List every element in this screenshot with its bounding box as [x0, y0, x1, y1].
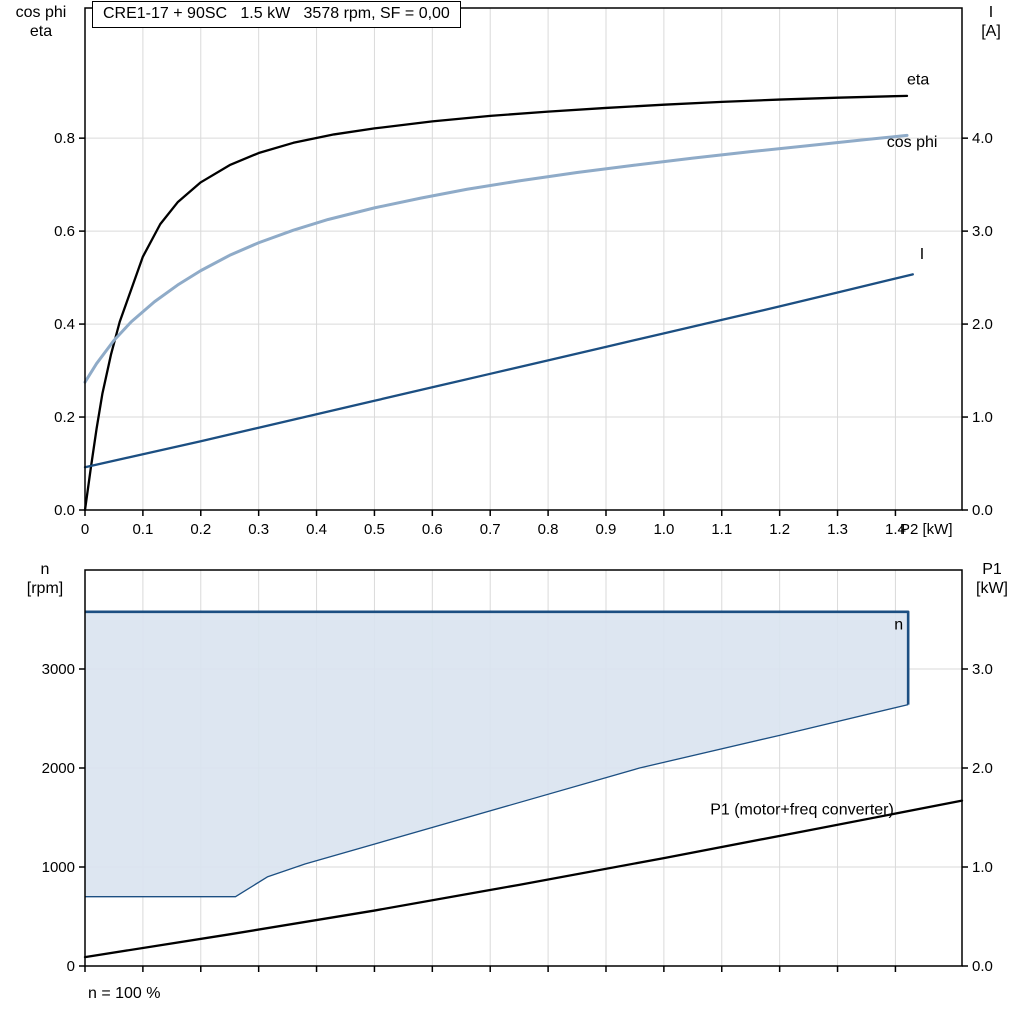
- eta-axis-label: eta: [29, 23, 53, 40]
- right-tick-label: 2.0: [972, 760, 993, 777]
- x-tick-label: 0.5: [364, 521, 385, 538]
- curve-label-cos-phi: cos phi: [887, 134, 938, 151]
- x-tick-label: 0.7: [480, 521, 501, 538]
- p1-axis-unit: [kW]: [976, 580, 1008, 597]
- x-tick-label: 0.4: [306, 521, 327, 538]
- right-tick-label: 4.0: [972, 130, 993, 147]
- curve-label-eta: eta: [907, 72, 929, 89]
- x-tick-label: 0.8: [538, 521, 559, 538]
- left-tick-label: 0: [67, 958, 75, 975]
- left-tick-label: 0.0: [54, 502, 75, 519]
- plot-frame: [84, 7, 963, 511]
- upper-chart: 0.0 0.2 0.4 0.6 0.8 0.0 1.0 2.0 3.0 4.0 0 0.1 0.2 0.3…: [54, 7, 993, 538]
- current-axis-unit: [A]: [981, 23, 1001, 40]
- x-tick-label: 1.2: [769, 521, 790, 538]
- x-tick-label: 0.3: [248, 521, 269, 538]
- right-tick-label: 0.0: [972, 958, 993, 975]
- upper-right-axis-label: I [A]: [964, 3, 1018, 41]
- series-i: [83, 273, 914, 469]
- speed-range-area: [85, 611, 909, 897]
- x-tick-label: 1.0: [653, 521, 674, 538]
- x-tick-label: 0.2: [190, 521, 211, 538]
- left-tick-label: 1000: [42, 859, 75, 876]
- speed-axis-unit: [rpm]: [26, 580, 64, 597]
- series-p1: [83, 799, 964, 959]
- curve-label-p1: P1 (motor+freq converter): [710, 802, 894, 819]
- cos-phi-axis-label: cos phi: [15, 4, 67, 21]
- left-tick-label: 0.2: [54, 409, 75, 426]
- lower-left-axis-label: n [rpm]: [6, 560, 84, 598]
- x-tick-label: 0.6: [422, 521, 443, 538]
- right-tick-label: 1.0: [972, 859, 993, 876]
- right-tick-label: 3.0: [972, 223, 993, 240]
- left-tick-label: 0.4: [54, 316, 75, 333]
- x-tick-label: 0: [81, 521, 89, 538]
- curve-label-i: I: [920, 246, 924, 263]
- x-tick-label: 1.1: [711, 521, 732, 538]
- x-tick-label: 1.3: [827, 521, 848, 538]
- speed-setting-note: n = 100 %: [88, 985, 161, 1002]
- x-axis-title: P2 [kW]: [900, 521, 953, 538]
- series-cos-phi: [83, 133, 909, 384]
- speed-max-line: [85, 610, 910, 705]
- speed-min-boundary: [85, 704, 909, 898]
- right-tick-label: 1.0: [972, 409, 993, 426]
- left-tick-label: 0.6: [54, 223, 75, 240]
- speed-axis-label: n: [40, 561, 50, 578]
- x-tick-label: 0.9: [596, 521, 617, 538]
- p1-axis-label: P1: [982, 561, 1002, 578]
- left-tick-label: 0.8: [54, 130, 75, 147]
- current-axis-label: I: [988, 4, 994, 21]
- pump-title-box: CRE1-17 + 90SC 1.5 kW 3578 rpm, SF = 0,0…: [92, 1, 461, 28]
- right-tick-label: 0.0: [972, 502, 993, 519]
- x-tick-label: 1.4: [885, 521, 906, 538]
- lower-chart: 0 1000 2000 3000 0.0 1.0 2.0 3.0 P1 (motor+freq …: [42, 569, 993, 975]
- left-tick-label: 3000: [42, 661, 75, 678]
- right-tick-label: 2.0: [972, 316, 993, 333]
- upper-left-axis-label: cos phi eta: [2, 3, 80, 41]
- left-tick-label: 2000: [42, 760, 75, 777]
- curve-label-n: n: [894, 616, 903, 633]
- lower-right-axis-label: P1 [kW]: [964, 560, 1020, 598]
- series-eta: [83, 94, 909, 512]
- x-tick-label: 0.1: [132, 521, 153, 538]
- right-tick-label: 3.0: [972, 661, 993, 678]
